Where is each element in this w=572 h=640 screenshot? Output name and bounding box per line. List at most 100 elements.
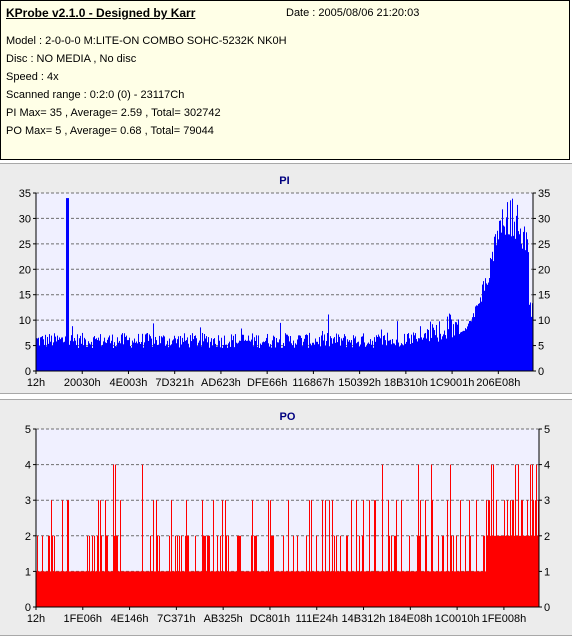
po-bar <box>528 535 529 607</box>
po-ytick-label-left: 4 <box>25 460 31 472</box>
po-bar <box>190 571 191 607</box>
po-bar <box>86 571 87 607</box>
pi-bar <box>271 347 272 371</box>
po-bar <box>250 571 251 607</box>
pi-bar <box>255 340 256 371</box>
po-bar <box>303 571 304 607</box>
pi-bar <box>137 343 138 371</box>
pi-bar <box>407 334 408 371</box>
pi-bar <box>203 341 204 371</box>
po-bar <box>351 500 352 607</box>
po-bar <box>407 571 408 607</box>
pi-bar <box>283 342 284 371</box>
po-bar <box>340 535 341 607</box>
pi-bar <box>500 220 501 371</box>
pi-bar <box>473 313 474 371</box>
pi-bar <box>433 327 434 371</box>
po-bar <box>332 500 333 607</box>
pi-bar <box>272 340 273 371</box>
po-bar <box>72 571 73 607</box>
pi-bar <box>211 338 212 371</box>
po-bar <box>470 535 471 607</box>
pi-bar <box>464 330 465 371</box>
pi-bar <box>145 334 146 371</box>
pi-ytick-label-right: 0 <box>538 366 544 378</box>
po-bar <box>473 571 474 607</box>
pi-bar <box>435 335 436 371</box>
po-bar <box>204 535 205 607</box>
pi-bar <box>251 339 252 371</box>
po-bar <box>488 500 489 607</box>
po-chart: PO 0 0 1 1 2 2 3 3 4 4 5 5 12h 1FE06h 4E146h 7C371h AB325… <box>25 411 550 625</box>
pi-bar <box>410 343 411 371</box>
pi-bar <box>122 333 123 371</box>
pi-bar <box>227 347 228 371</box>
po-bar <box>246 571 247 607</box>
pi-bar <box>241 328 242 371</box>
pi-bar <box>141 341 142 371</box>
pi-bar <box>449 313 450 371</box>
pi-bar <box>222 347 223 371</box>
po-bar <box>481 571 482 607</box>
pi-bar <box>172 340 173 371</box>
pi-bar <box>42 336 43 371</box>
pi-bar <box>199 340 200 371</box>
po-bar <box>358 571 359 607</box>
pi-bar <box>520 228 521 371</box>
po-bar <box>147 571 148 607</box>
pi-bar <box>126 335 127 371</box>
pi-bar <box>389 340 390 371</box>
po-xtick-label: DC801h <box>250 613 290 625</box>
pi-bar <box>119 340 120 371</box>
pi-bar <box>404 333 405 371</box>
pi-bar <box>432 324 433 371</box>
po-bar <box>437 571 438 607</box>
po-bar <box>140 571 141 607</box>
pi-bar <box>374 337 375 371</box>
po-bar <box>265 571 266 607</box>
pi-bar <box>84 337 85 371</box>
po-bar <box>209 535 210 607</box>
pi-bar <box>130 346 131 371</box>
po-bar <box>430 571 431 607</box>
pi-bar <box>318 344 319 371</box>
pi-bar <box>317 341 318 371</box>
po-bar <box>384 571 385 607</box>
pi-bar <box>436 324 437 371</box>
po-bar <box>39 571 40 607</box>
pi-bar <box>496 245 497 371</box>
pi-bar <box>187 337 188 371</box>
po-bar <box>214 571 215 607</box>
po-bar <box>456 535 457 607</box>
pi-bar <box>524 226 525 371</box>
pi-bar <box>380 338 381 371</box>
pi-bar <box>219 340 220 371</box>
pi-bar <box>491 259 492 371</box>
pi-xtick-label: 7D321h <box>155 377 194 389</box>
pi-bar <box>470 320 471 371</box>
pi-bar <box>154 343 155 371</box>
po-bar <box>508 535 509 607</box>
pi-ytick-label-left: 25 <box>19 239 31 251</box>
pi-bar <box>256 335 257 371</box>
po-bar <box>287 571 288 607</box>
pi-bar <box>105 342 106 371</box>
pi-bar <box>125 336 126 371</box>
po-bar <box>327 571 328 607</box>
pi-bar <box>409 338 410 371</box>
pi-bar <box>95 339 96 371</box>
po-bar <box>82 571 83 607</box>
pi-bar <box>516 215 517 371</box>
pi-bar <box>247 340 248 371</box>
pi-bar <box>46 346 47 371</box>
disc-line: Disc : NO MEDIA , No disc <box>6 53 137 65</box>
pi-bar <box>209 347 210 371</box>
po-bar <box>136 571 137 607</box>
po-bar <box>307 571 308 607</box>
po-bar <box>467 571 468 607</box>
po-bar <box>54 535 55 607</box>
pi-bar <box>339 336 340 371</box>
pi-bar <box>531 316 532 371</box>
pi-bar <box>478 303 479 371</box>
po-bar <box>472 571 473 607</box>
